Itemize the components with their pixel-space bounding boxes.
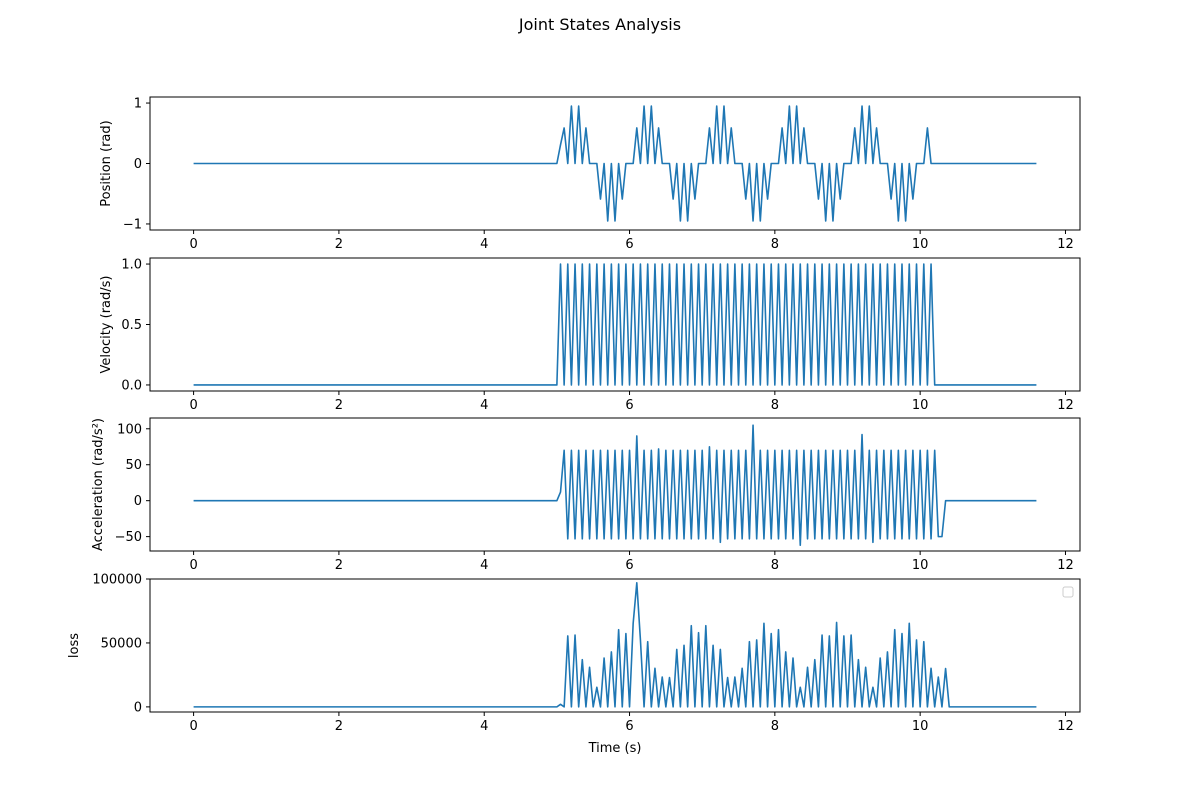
series-line-velocity <box>193 263 1037 386</box>
x-tick-label: 10 <box>912 558 929 573</box>
x-tick-label: 2 <box>335 558 343 573</box>
x-tick-label: 12 <box>1057 558 1074 573</box>
x-tick-label: 10 <box>912 398 929 413</box>
series-line-loss <box>193 582 1037 708</box>
subplot-3: 0 2 4 6 8 10 12 −50 0 50 100 Acceleration (rad/s²) <box>91 417 1081 573</box>
y-tick-label: 100000 <box>92 573 142 588</box>
y-axis-label: Acceleration (rad/s²) <box>91 418 106 551</box>
axes-frame <box>149 417 1081 552</box>
y-tick-label: 0.0 <box>121 378 142 393</box>
x-tick-label: 8 <box>771 398 779 413</box>
subplot-2: 0 2 4 6 8 10 12 0.0 0.5 1.0 Velocity (rad/s) <box>99 257 1081 413</box>
x-tick-label: 4 <box>480 237 488 252</box>
x-tick-label: 0 <box>189 237 197 252</box>
x-axis-label: Time (s) <box>588 741 642 756</box>
x-tick-label: 0 <box>189 398 197 413</box>
series-line-position <box>193 105 1037 222</box>
x-tick-label: 6 <box>625 558 633 573</box>
x-tick-label: 0 <box>189 558 197 573</box>
y-tick-label: −50 <box>115 530 142 545</box>
x-tick-label: 8 <box>771 237 779 252</box>
x-tick-label: 0 <box>189 719 197 734</box>
axes-frame <box>149 578 1081 713</box>
x-tick-label: 6 <box>625 237 633 252</box>
y-axis-label: loss <box>67 633 82 658</box>
x-tick-label: 10 <box>912 719 929 734</box>
x-tick-label: 12 <box>1057 398 1074 413</box>
figure-title: Joint States Analysis <box>518 15 681 34</box>
x-tick-label: 4 <box>480 398 488 413</box>
y-tick-label: −1 <box>123 217 142 232</box>
subplot-1: 0 2 4 6 8 10 12 −1 0 1 Position (rad) <box>99 96 1081 252</box>
x-tick-label: 8 <box>771 719 779 734</box>
x-tick-label: 6 <box>625 398 633 413</box>
y-tick-label: 50 <box>125 458 142 473</box>
y-tick-label: 1.0 <box>121 258 142 273</box>
y-axis-label: Velocity (rad/s) <box>99 276 114 374</box>
x-tick-label: 4 <box>480 719 488 734</box>
y-tick-label: 0 <box>134 494 142 509</box>
x-tick-label: 2 <box>335 719 343 734</box>
y-tick-label: 100 <box>117 422 142 437</box>
y-tick-label: 0 <box>134 157 142 172</box>
y-tick-label: 0.5 <box>121 318 142 333</box>
x-tick-label: 2 <box>335 237 343 252</box>
y-axis-label: Position (rad) <box>99 120 114 206</box>
x-tick-label: 10 <box>912 237 929 252</box>
x-tick-label: 2 <box>335 398 343 413</box>
x-tick-label: 8 <box>771 558 779 573</box>
x-tick-label: 12 <box>1057 237 1074 252</box>
y-tick-label: 0 <box>134 700 142 715</box>
series-line-acceleration <box>193 424 1037 547</box>
x-tick-label: 6 <box>625 719 633 734</box>
y-tick-label: 1 <box>134 97 142 112</box>
legend-box <box>1062 586 1074 598</box>
x-tick-label: 4 <box>480 558 488 573</box>
y-tick-label: 50000 <box>101 636 142 651</box>
subplot-4: 0 2 4 6 8 10 12 0 50000 100000 loss Time (s) <box>67 573 1081 756</box>
x-tick-label: 12 <box>1057 719 1074 734</box>
